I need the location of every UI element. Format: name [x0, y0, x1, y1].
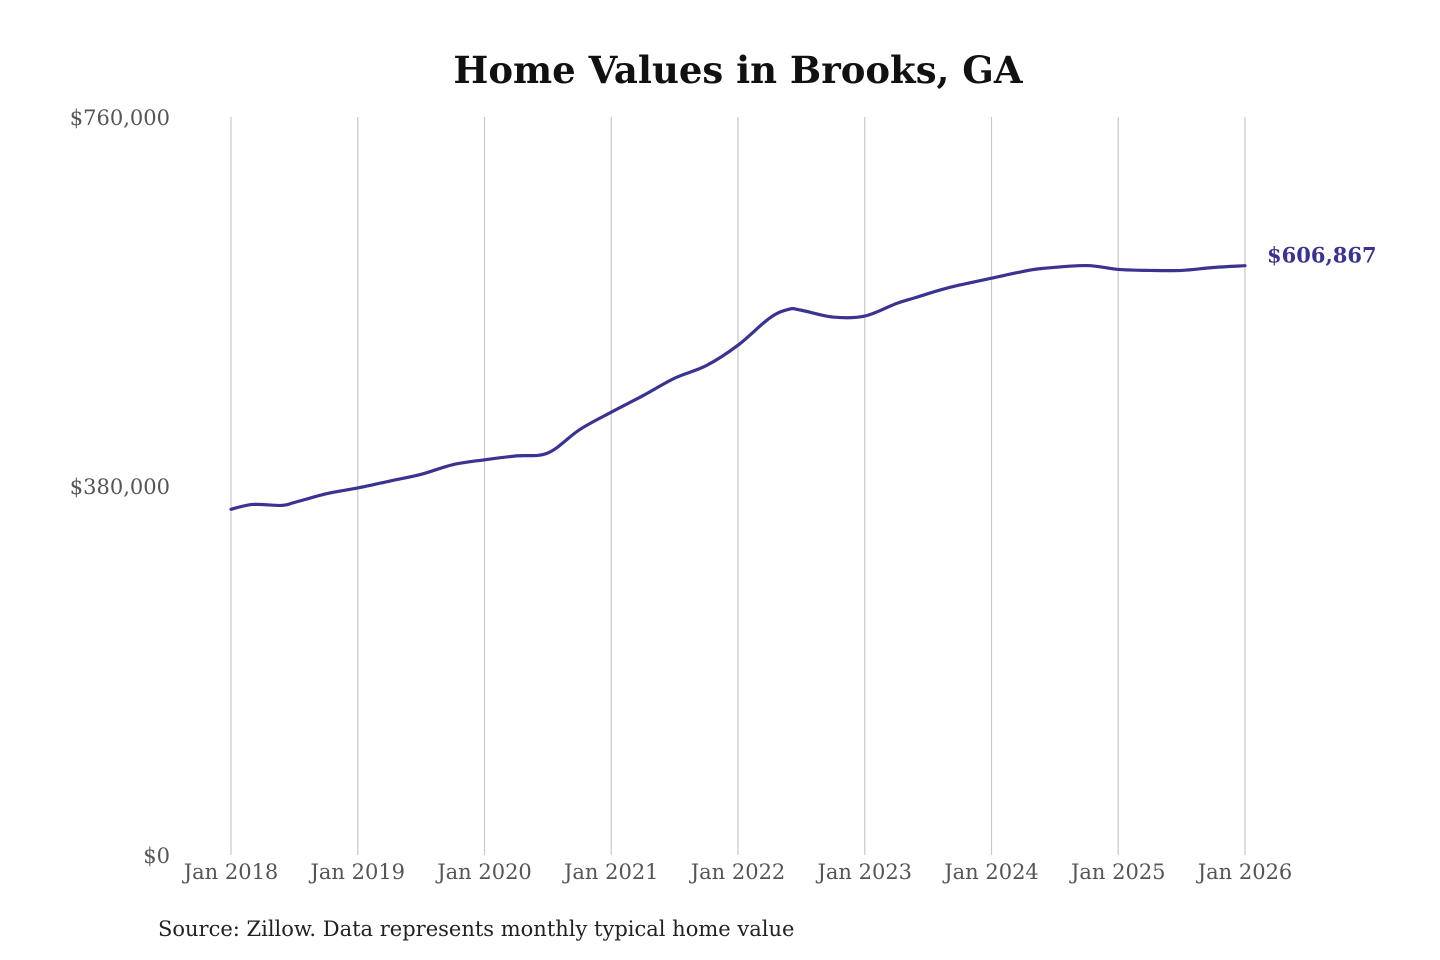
- gridlines: [230, 117, 1246, 855]
- x-tick-label: Jan 2020: [435, 860, 532, 884]
- y-tick-label: $380,000: [70, 475, 170, 499]
- x-tick-label: Jan 2025: [1069, 860, 1166, 884]
- x-axis: Jan 2018 Jan 2019 Jan 2020 Jan 2021 Jan 2022…: [182, 860, 1293, 884]
- x-tick-label: Jan 2026: [1196, 860, 1293, 884]
- y-axis: $0 $380,000 $760,000: [70, 106, 170, 868]
- series-group: [229, 263, 1247, 511]
- x-tick-label: Jan 2022: [689, 860, 786, 884]
- source-note: Source: Zillow. Data represents monthly …: [158, 917, 795, 941]
- x-tick-label: Jan 2021: [562, 860, 659, 884]
- series-line: [229, 263, 1247, 511]
- end-value-label: $606,867: [1267, 243, 1377, 268]
- x-tick-label: Jan 2024: [942, 860, 1039, 884]
- y-tick-label: $760,000: [70, 106, 170, 130]
- x-tick-label: Jan 2018: [182, 860, 279, 884]
- x-tick-label: Jan 2019: [308, 860, 405, 884]
- chart-title: Home Values in Brooks, GA: [453, 48, 1023, 92]
- y-tick-label: $0: [143, 844, 170, 868]
- x-tick-label: Jan 2023: [815, 860, 912, 884]
